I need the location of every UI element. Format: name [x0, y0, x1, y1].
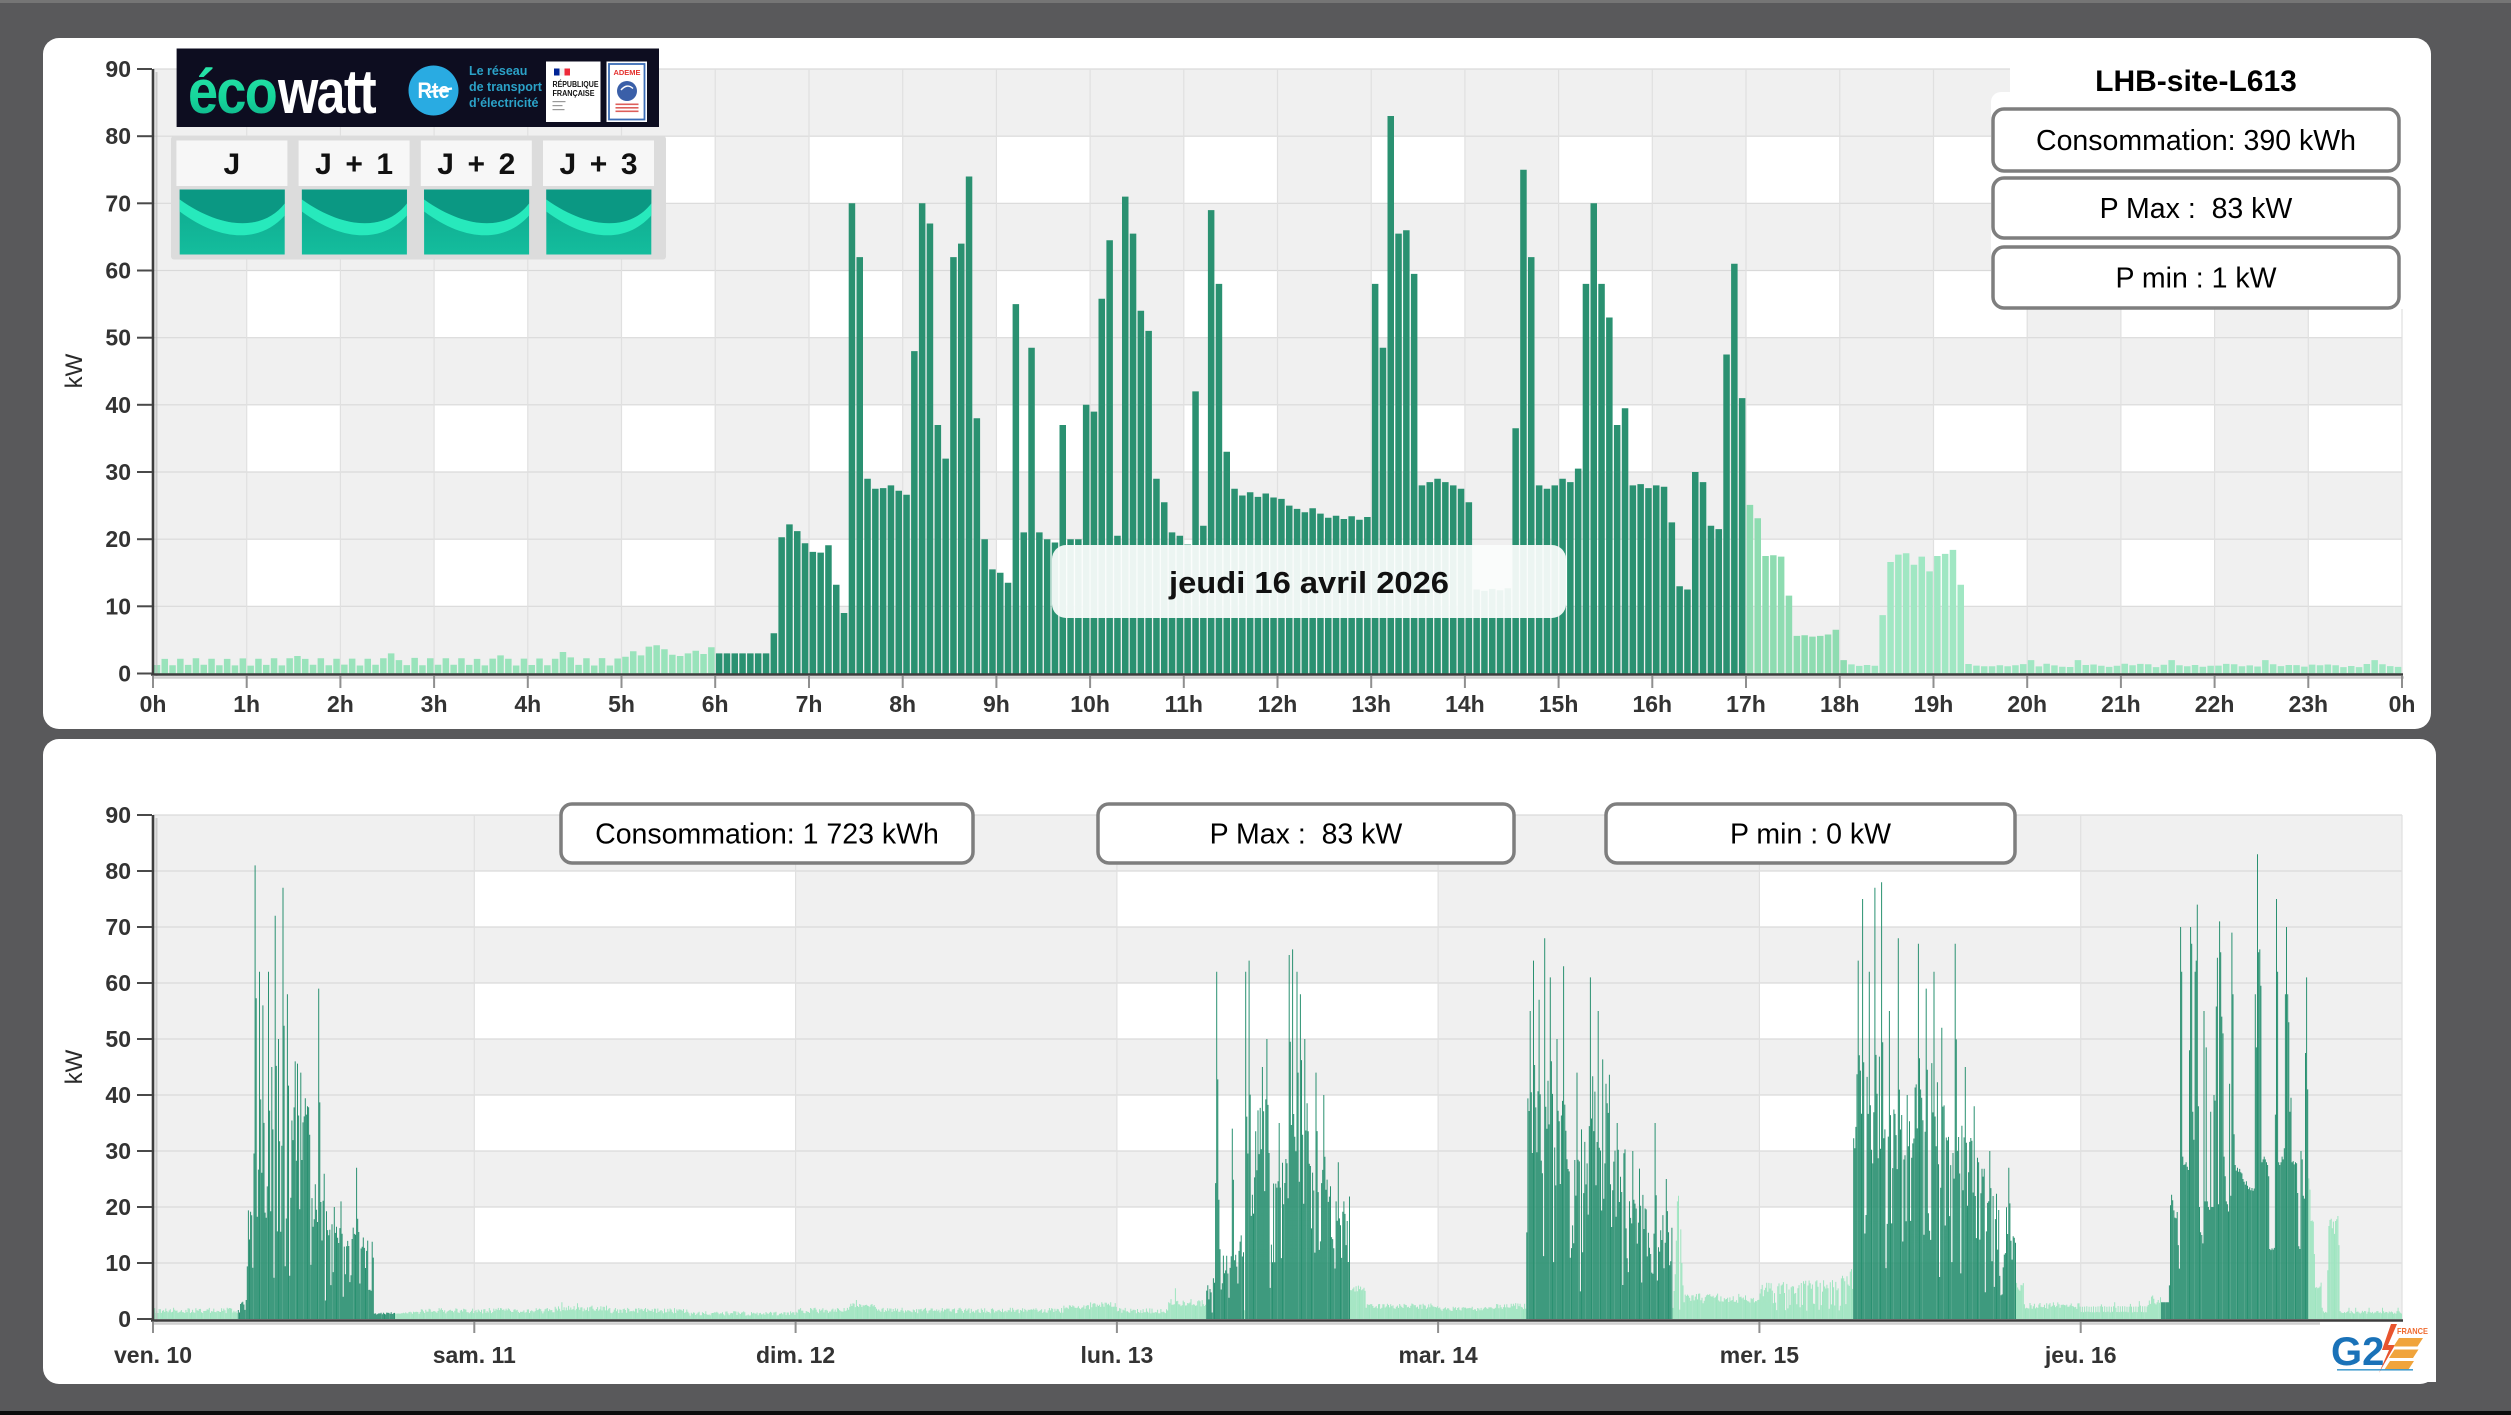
svg-text:70: 70	[105, 190, 131, 216]
svg-text:50: 50	[105, 1026, 131, 1052]
svg-text:15h: 15h	[1539, 691, 1579, 717]
svg-text:d’électricité: d’électricité	[469, 96, 539, 110]
svg-text:21h: 21h	[2101, 691, 2141, 717]
svg-text:0: 0	[118, 1306, 131, 1332]
svg-text:7h: 7h	[796, 691, 823, 717]
svg-text:mer. 15: mer. 15	[1720, 1342, 1799, 1368]
svg-text:70: 70	[105, 914, 131, 940]
svg-text:50: 50	[105, 325, 131, 351]
svg-text:P min : 0 kW: P min : 0 kW	[1730, 819, 1891, 851]
svg-text:RÉPUBLIQUE: RÉPUBLIQUE	[553, 80, 600, 89]
svg-text:watt: watt	[277, 58, 376, 127]
svg-text:de transport: de transport	[469, 80, 543, 94]
svg-text:90: 90	[105, 802, 131, 828]
svg-text:20: 20	[105, 1194, 131, 1220]
svg-text:0h: 0h	[2389, 691, 2416, 717]
svg-text:10: 10	[105, 593, 131, 619]
svg-text:P Max : 83 kW: P Max : 83 kW	[1210, 819, 1403, 851]
svg-text:40: 40	[105, 1082, 131, 1108]
svg-text:20h: 20h	[2007, 691, 2047, 717]
svg-text:11h: 11h	[1165, 691, 1203, 717]
svg-text:jeudi 16 avril 2026: jeudi 16 avril 2026	[1168, 565, 1449, 600]
svg-text:13h: 13h	[1351, 691, 1391, 717]
svg-text:20: 20	[105, 526, 131, 552]
svg-text:lun. 13: lun. 13	[1080, 1342, 1153, 1368]
svg-text:40: 40	[105, 392, 131, 418]
svg-text:10: 10	[105, 1250, 131, 1276]
svg-text:19h: 19h	[1914, 691, 1954, 717]
svg-text:FRANCE: FRANCE	[2397, 1326, 2428, 1336]
svg-text:60: 60	[105, 258, 131, 284]
svg-text:8h: 8h	[889, 691, 916, 717]
svg-text:80: 80	[105, 123, 131, 149]
svg-text:60: 60	[105, 970, 131, 996]
svg-text:4h: 4h	[514, 691, 541, 717]
svg-text:30: 30	[105, 1138, 131, 1164]
svg-text:18h: 18h	[1820, 691, 1860, 717]
svg-text:P Max : 83 kW: P Max : 83 kW	[2100, 193, 2293, 225]
svg-text:J + 1: J + 1	[315, 148, 393, 181]
svg-text:5h: 5h	[608, 691, 635, 717]
svg-text:23h: 23h	[2288, 691, 2328, 717]
svg-text:0h: 0h	[140, 691, 167, 717]
svg-text:kW: kW	[61, 1049, 88, 1084]
svg-text:sam. 11: sam. 11	[433, 1342, 516, 1368]
svg-text:Consommation: 390 kWh: Consommation: 390 kWh	[2036, 125, 2356, 157]
svg-text:J: J	[224, 148, 241, 181]
svg-text:90: 90	[105, 56, 131, 82]
svg-text:10h: 10h	[1070, 691, 1110, 717]
svg-text:P min : 1 kW: P min : 1 kW	[2115, 263, 2276, 295]
svg-text:80: 80	[105, 858, 131, 884]
svg-text:ven. 10: ven. 10	[114, 1342, 192, 1368]
svg-text:Consommation: 1 723 kWh: Consommation: 1 723 kWh	[595, 819, 939, 851]
svg-text:14h: 14h	[1445, 691, 1485, 717]
svg-text:dim. 12: dim. 12	[756, 1342, 835, 1368]
svg-text:9h: 9h	[983, 691, 1010, 717]
svg-text:LHB-site-L613: LHB-site-L613	[2095, 65, 2297, 98]
svg-text:0: 0	[118, 661, 131, 687]
svg-text:30: 30	[105, 459, 131, 485]
svg-text:3h: 3h	[421, 691, 448, 717]
svg-text:Le réseau: Le réseau	[469, 64, 527, 78]
svg-text:22h: 22h	[2195, 691, 2235, 717]
svg-text:2h: 2h	[327, 691, 354, 717]
svg-text:17h: 17h	[1726, 691, 1766, 717]
svg-text:1h: 1h	[233, 691, 260, 717]
svg-text:G2: G2	[2331, 1330, 2384, 1374]
svg-text:J + 3: J + 3	[560, 148, 638, 181]
svg-text:12h: 12h	[1258, 691, 1298, 717]
svg-text:16h: 16h	[1632, 691, 1672, 717]
svg-text:jeu. 16: jeu. 16	[2044, 1342, 2117, 1368]
svg-text:J + 2: J + 2	[437, 148, 515, 181]
svg-text:6h: 6h	[702, 691, 729, 717]
svg-text:mar. 14: mar. 14	[1398, 1342, 1477, 1368]
svg-text:ADEME: ADEME	[614, 68, 641, 77]
svg-text:FRANÇAISE: FRANÇAISE	[553, 89, 596, 98]
svg-text:éco: éco	[188, 58, 276, 127]
svg-text:kW: kW	[61, 353, 88, 388]
